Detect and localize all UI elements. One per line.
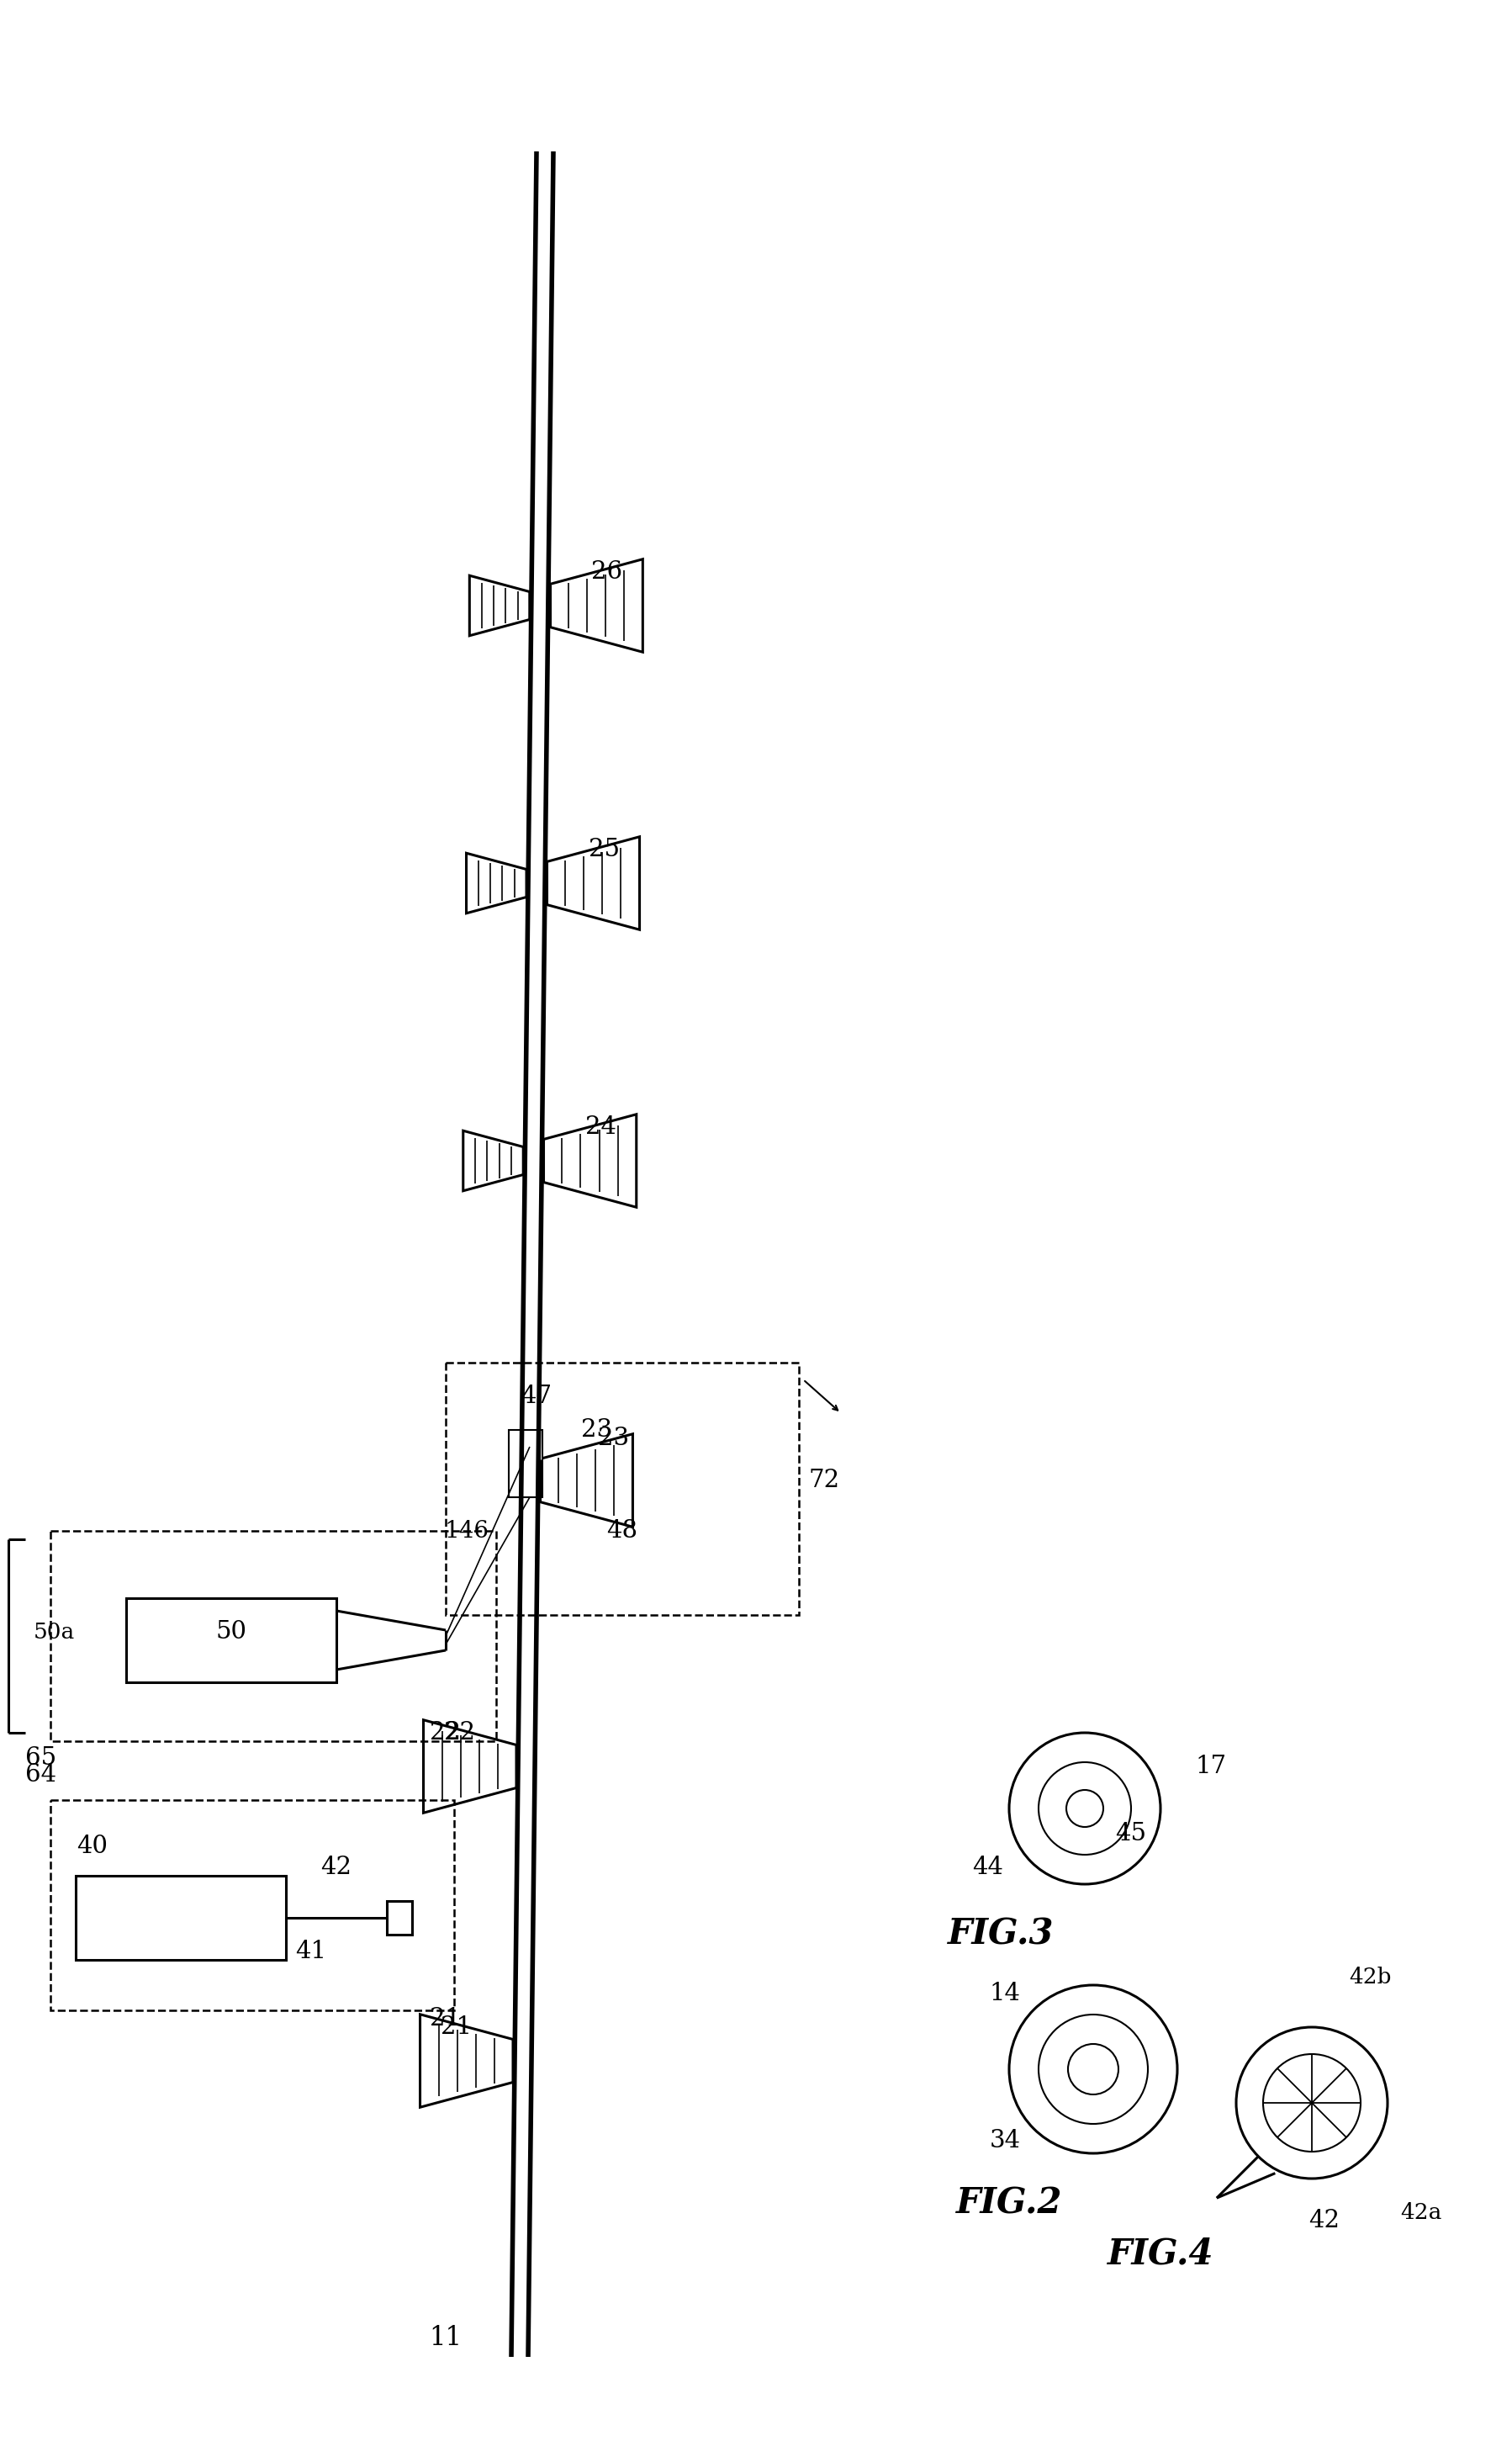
Text: 14: 14 <box>989 1982 1021 2007</box>
Text: 42b: 42b <box>1349 1965 1391 1987</box>
Circle shape <box>1066 1789 1102 1826</box>
Circle shape <box>1263 2053 1359 2151</box>
Text: 72: 72 <box>807 1469 839 1491</box>
Bar <box>446 1362 798 1616</box>
Text: 50a: 50a <box>33 1621 76 1643</box>
Bar <box>76 1875 286 1960</box>
Text: 42: 42 <box>1308 2209 1340 2234</box>
Text: 65: 65 <box>26 1745 56 1770</box>
Text: 23: 23 <box>581 1418 612 1443</box>
Circle shape <box>1067 2043 1117 2094</box>
Text: 25: 25 <box>588 837 618 862</box>
Bar <box>125 1599 336 1682</box>
Text: FIG.2: FIG.2 <box>956 2187 1061 2221</box>
Circle shape <box>1037 2014 1148 2124</box>
Text: 41: 41 <box>295 1941 327 1963</box>
Text: 23: 23 <box>597 1426 629 1450</box>
Circle shape <box>1009 1733 1160 1884</box>
Text: 22: 22 <box>443 1721 475 1745</box>
Text: 42a: 42a <box>1400 2202 1441 2224</box>
Text: 34: 34 <box>989 2129 1021 2153</box>
Bar <box>387 1902 411 1936</box>
Text: 146: 146 <box>445 1521 488 1543</box>
Text: 42: 42 <box>321 1855 352 1880</box>
Text: 26: 26 <box>591 559 623 583</box>
Polygon shape <box>423 1721 516 1814</box>
Circle shape <box>1235 2026 1387 2177</box>
Text: 45: 45 <box>1114 1821 1146 1845</box>
Polygon shape <box>546 837 640 930</box>
Text: FIG.4: FIG.4 <box>1107 2236 1213 2273</box>
Text: 40: 40 <box>77 1836 107 1858</box>
Text: 64: 64 <box>26 1762 56 1787</box>
Text: FIG.3: FIG.3 <box>947 1916 1054 1953</box>
Polygon shape <box>466 854 526 913</box>
Polygon shape <box>469 576 529 635</box>
Circle shape <box>1009 1985 1176 2153</box>
Bar <box>50 1799 454 2011</box>
Text: 21: 21 <box>440 2016 472 2038</box>
Text: 11: 11 <box>429 2326 461 2351</box>
Text: 24: 24 <box>585 1116 615 1140</box>
Circle shape <box>1037 1762 1131 1855</box>
Text: 47: 47 <box>520 1384 552 1408</box>
Bar <box>508 1430 541 1496</box>
Bar <box>50 1531 496 1740</box>
Text: 44: 44 <box>972 1855 1002 1880</box>
Polygon shape <box>463 1130 523 1191</box>
Text: 17: 17 <box>1194 1755 1226 1777</box>
Text: 22: 22 <box>429 1721 461 1745</box>
Text: 21: 21 <box>429 2007 461 2031</box>
Polygon shape <box>549 559 643 652</box>
Polygon shape <box>543 1113 637 1208</box>
Text: 48: 48 <box>606 1518 638 1543</box>
Polygon shape <box>420 2014 513 2107</box>
Polygon shape <box>540 1433 632 1528</box>
Text: 50: 50 <box>216 1621 246 1643</box>
